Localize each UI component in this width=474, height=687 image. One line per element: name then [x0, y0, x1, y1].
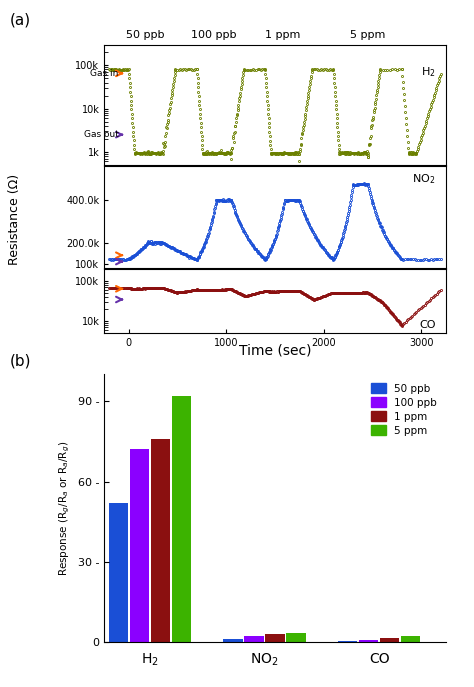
Y-axis label: Response (R$_g$/R$_a$ or R$_a$/R$_g$): Response (R$_g$/R$_a$ or R$_a$/R$_g$)	[58, 441, 72, 576]
Text: CO: CO	[419, 320, 436, 330]
Bar	[109, 503, 128, 642]
Bar	[401, 635, 420, 642]
Bar	[244, 635, 264, 642]
Text: (a): (a)	[9, 12, 31, 27]
Bar	[223, 639, 243, 642]
Text: 1 ppm: 1 ppm	[264, 30, 300, 41]
Text: 50 ppb: 50 ppb	[127, 30, 165, 41]
Bar	[286, 633, 306, 642]
Text: Resistance (Ω): Resistance (Ω)	[8, 174, 21, 265]
Text: Time (sec): Time (sec)	[239, 344, 311, 357]
Text: (b): (b)	[9, 354, 31, 368]
Bar	[359, 640, 378, 642]
Text: 5 ppm: 5 ppm	[350, 30, 385, 41]
Text: 100 ppb: 100 ppb	[191, 30, 237, 41]
Text: H$_2$: H$_2$	[421, 65, 436, 79]
Text: Gas out: Gas out	[83, 130, 118, 139]
Bar	[338, 641, 357, 642]
Bar	[129, 449, 149, 642]
Text: NO$_2$: NO$_2$	[412, 172, 436, 186]
Bar	[172, 396, 191, 642]
Legend: 50 ppb, 100 ppb, 1 ppm, 5 ppm: 50 ppb, 100 ppb, 1 ppm, 5 ppm	[367, 380, 440, 439]
Text: Gas in: Gas in	[90, 69, 118, 78]
Bar	[151, 439, 170, 642]
Bar	[380, 638, 399, 642]
Bar	[265, 634, 284, 642]
